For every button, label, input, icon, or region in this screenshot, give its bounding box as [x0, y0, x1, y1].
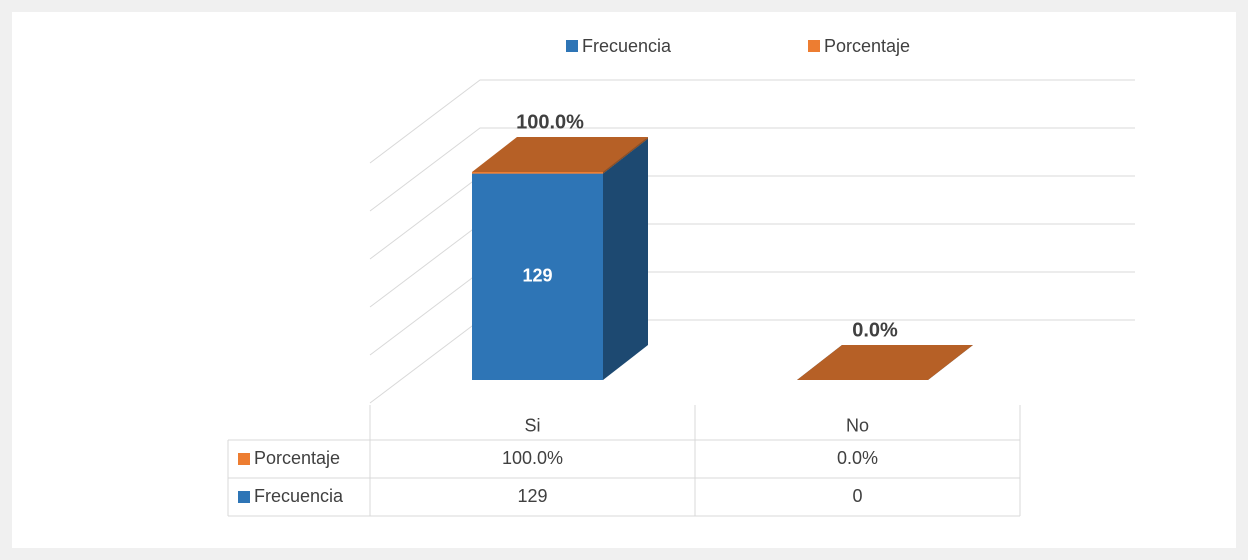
x-tick-label: No [846, 415, 869, 435]
table-cell: 100.0% [502, 448, 563, 468]
x-tick-label: Si [524, 415, 540, 435]
legend-swatch [808, 40, 820, 52]
table-cell: 129 [517, 486, 547, 506]
table-row-label: Porcentaje [254, 448, 340, 468]
bar-side [603, 138, 648, 380]
table-row-label: Frecuencia [254, 486, 344, 506]
bar-top [472, 137, 648, 172]
legend-label: Frecuencia [582, 36, 672, 56]
table-grid [227, 405, 1021, 517]
data-label: 100.0% [516, 111, 584, 133]
bar-top [797, 345, 973, 380]
bar [472, 172, 603, 174]
data-label: 129 [522, 266, 552, 286]
table-swatch [238, 453, 250, 465]
legend-swatch [566, 40, 578, 52]
data-label: 0.0% [852, 319, 898, 341]
table-cell: 0 [852, 486, 862, 506]
grid-line [369, 79, 1135, 164]
table-swatch [238, 491, 250, 503]
bar [472, 173, 603, 380]
grid-line [369, 127, 1135, 212]
table-cell: 0.0% [837, 448, 878, 468]
legend-label: Porcentaje [824, 36, 910, 56]
bar-side [603, 137, 648, 174]
